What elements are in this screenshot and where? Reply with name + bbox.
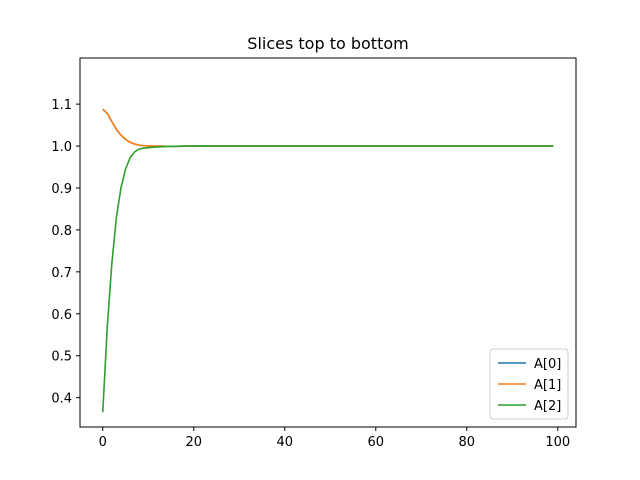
legend-label: A[1] bbox=[534, 378, 561, 393]
x-tick-label: 0 bbox=[99, 435, 107, 450]
legend: A[0] A[1] A[2] bbox=[489, 348, 569, 420]
chart-title: Slices top to bottom bbox=[247, 34, 408, 53]
series-lines bbox=[101, 108, 554, 413]
y-tick-label: 1.0 bbox=[51, 140, 72, 155]
x-axis: 0 20 40 60 80 100 bbox=[99, 427, 570, 450]
x-tick-label: 60 bbox=[368, 435, 385, 450]
x-tick-label: 80 bbox=[459, 435, 476, 450]
legend-label: A[2] bbox=[534, 399, 561, 414]
series-line-2 bbox=[101, 145, 554, 413]
y-tick-label: 0.9 bbox=[51, 182, 72, 197]
x-tick-label: 20 bbox=[185, 435, 202, 450]
y-axis: 0.4 0.5 0.6 0.7 0.8 0.9 1.0 1.1 bbox=[51, 98, 80, 407]
y-tick-label: 1.1 bbox=[51, 98, 72, 113]
y-tick-label: 0.7 bbox=[51, 266, 72, 281]
y-tick-label: 0.4 bbox=[51, 392, 72, 407]
legend-label: A[0] bbox=[534, 357, 561, 372]
x-tick-label: 40 bbox=[276, 435, 293, 450]
y-tick-label: 0.5 bbox=[51, 350, 72, 365]
x-tick-label: 100 bbox=[545, 435, 570, 450]
y-tick-label: 0.8 bbox=[51, 224, 72, 239]
legend-box bbox=[489, 348, 569, 420]
y-tick-label: 0.6 bbox=[51, 308, 72, 323]
plot-area-frame bbox=[79, 57, 577, 428]
